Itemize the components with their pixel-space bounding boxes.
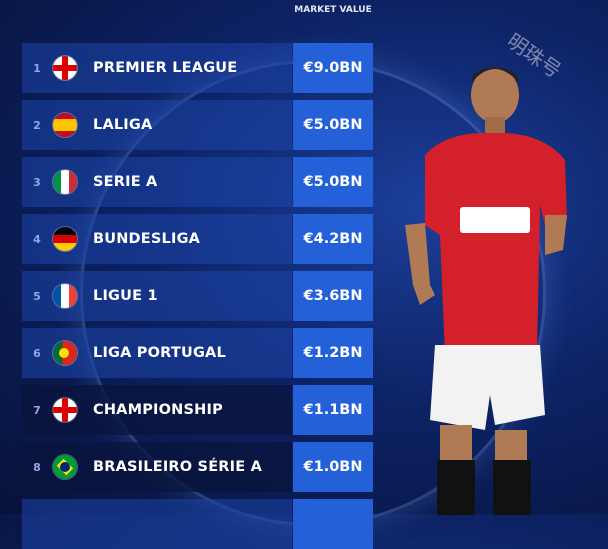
league-row: 6 LIGA PORTUGAL	[22, 328, 292, 378]
england-flag-icon	[52, 397, 78, 423]
league-name: BRASILEIRO SÉRIE A	[93, 459, 263, 475]
rank: 7	[33, 403, 41, 417]
market-value: €4.2BN	[293, 214, 373, 264]
league-name: CHAMPIONSHIP	[93, 402, 223, 418]
germany-flag-icon	[52, 226, 78, 252]
league-row: 2 LALIGA	[22, 100, 292, 150]
league-row: 5 LIGUE 1	[22, 271, 292, 321]
market-value: €1.2BN	[293, 328, 373, 378]
league-name: LIGA PORTUGAL	[93, 345, 226, 361]
italy-flag-icon	[52, 169, 78, 195]
market-value: €5.0BN	[293, 100, 373, 150]
league-row-partial	[22, 499, 292, 549]
league-row: 7 CHAMPIONSHIP	[22, 385, 292, 435]
market-value: €5.0BN	[293, 157, 373, 207]
league-name: PREMIER LEAGUE	[93, 60, 238, 76]
market-value: €3.6BN	[293, 271, 373, 321]
rank: 8	[33, 460, 41, 474]
rank: 1	[33, 61, 41, 75]
brazil-flag-icon	[52, 454, 78, 480]
league-row: 3 SERIE A	[22, 157, 292, 207]
market-value: €1.0BN	[293, 442, 373, 492]
market-value: €9.0BN	[293, 43, 373, 93]
france-flag-icon	[52, 283, 78, 309]
league-row: 4 BUNDESLIGA	[22, 214, 292, 264]
rank: 4	[33, 232, 41, 246]
england-flag-icon	[52, 55, 78, 81]
league-name: SERIE A	[93, 174, 158, 190]
spain-flag-icon	[52, 112, 78, 138]
league-name: BUNDESLIGA	[93, 231, 201, 247]
league-row: 1 PREMIER LEAGUE	[22, 43, 292, 93]
rank: 3	[33, 175, 41, 189]
player-image	[405, 67, 567, 515]
market-value-partial	[293, 499, 373, 549]
rank: 6	[33, 346, 41, 360]
league-name: LIGUE 1	[93, 288, 158, 304]
rank: 5	[33, 289, 41, 303]
portugal-flag-icon	[52, 340, 78, 366]
market-value-header: MARKET VALUE	[294, 5, 372, 15]
market-value: €1.1BN	[293, 385, 373, 435]
league-name: LALIGA	[93, 117, 153, 133]
league-row: 8 BRASILEIRO SÉRIE A	[22, 442, 292, 492]
rank: 2	[33, 118, 41, 132]
